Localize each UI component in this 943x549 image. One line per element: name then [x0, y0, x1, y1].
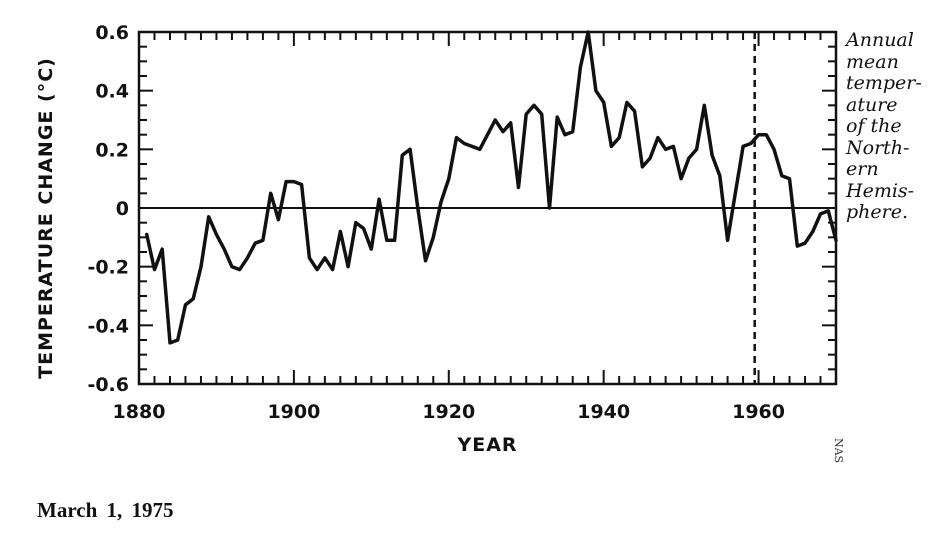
y-tick-label: -0.4	[87, 315, 129, 337]
caption-line: temper-	[846, 72, 922, 94]
x-tick-labels: 1880 1900 1920 1940 1960	[113, 401, 785, 423]
x-tick-label: 1940	[577, 401, 630, 423]
x-tick-label: 1900	[267, 401, 320, 423]
caption-line: ature	[846, 93, 898, 116]
y-tick-label: -0.6	[87, 374, 129, 396]
caption-line: Annual	[846, 29, 914, 51]
x-tick-label: 1880	[113, 401, 166, 423]
caption-line: ern	[846, 158, 879, 180]
y-tick-label: 0.6	[95, 22, 129, 44]
y-tick-label: -0.2	[87, 257, 129, 279]
figure-caption: Annual mean temper- ature of the North- …	[846, 29, 941, 224]
caption-line: North-	[846, 136, 910, 159]
caption-line: phere.	[846, 201, 909, 223]
credit-text: NAS	[832, 437, 846, 464]
y-axis-title: TEMPERATURE CHANGE (°C)	[35, 57, 57, 379]
x-axis-title: YEAR	[456, 434, 517, 456]
x-tick-label: 1920	[422, 401, 475, 423]
image-credit: NAS	[826, 432, 850, 468]
x-tick-label: 1960	[732, 401, 785, 423]
plot-frame	[137, 30, 838, 386]
y-tick-label: 0.4	[95, 81, 129, 103]
caption-line: of the	[846, 115, 902, 137]
y-tick-label: 0	[116, 198, 129, 220]
caption-line: Hemis-	[846, 179, 915, 202]
caption-line: mean	[846, 50, 899, 73]
series-line	[144, 30, 838, 345]
dateline: March 1, 1975	[37, 498, 174, 522]
y-tick-labels: 0.6 0.4 0.2 0 -0.2 -0.4 -0.6	[87, 22, 129, 396]
y-tick-label: 0.2	[95, 139, 129, 161]
